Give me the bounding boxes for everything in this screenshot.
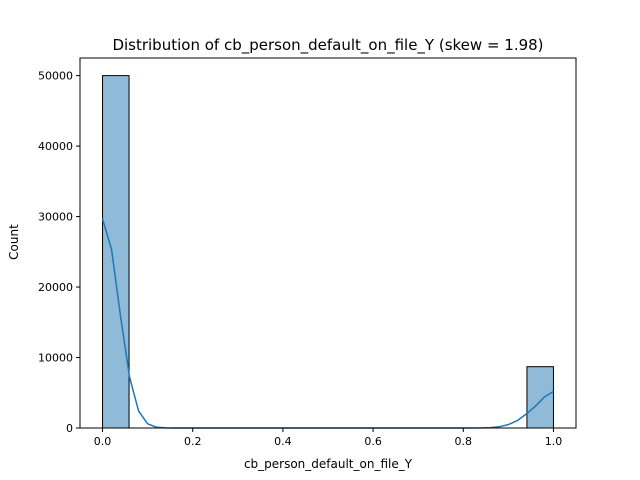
plot-frame bbox=[79, 57, 577, 429]
kde-curve bbox=[101, 218, 554, 429]
histogram-bar-0 bbox=[102, 75, 130, 429]
y-tick-label: 10000 bbox=[38, 352, 73, 365]
y-tick-label: 50000 bbox=[38, 70, 73, 83]
y-axis-label: Count bbox=[7, 224, 21, 260]
y-tick-label: 30000 bbox=[38, 211, 73, 224]
y-tick-label: 20000 bbox=[38, 281, 73, 294]
chart-title: Distribution of cb_person_default_on_fil… bbox=[112, 36, 543, 55]
axes: 0.0 0.2 0.4 0.6 0.8 1.0 0 10000 20000 30000 40000 5… bbox=[38, 57, 577, 448]
x-tick-label: 1.0 bbox=[545, 435, 563, 448]
plot-area bbox=[101, 75, 554, 429]
histogram-bar-1 bbox=[526, 366, 554, 429]
x-tick-label: 0.6 bbox=[364, 435, 382, 448]
x-axis-label: cb_person_default_on_file_Y bbox=[244, 457, 413, 471]
x-tick-label: 0.8 bbox=[455, 435, 473, 448]
x-tick-label: 0.0 bbox=[94, 435, 112, 448]
y-tick-label: 0 bbox=[66, 422, 73, 435]
x-tick-label: 0.2 bbox=[184, 435, 202, 448]
y-tick-label: 40000 bbox=[38, 140, 73, 153]
x-tick-label: 0.4 bbox=[274, 435, 292, 448]
